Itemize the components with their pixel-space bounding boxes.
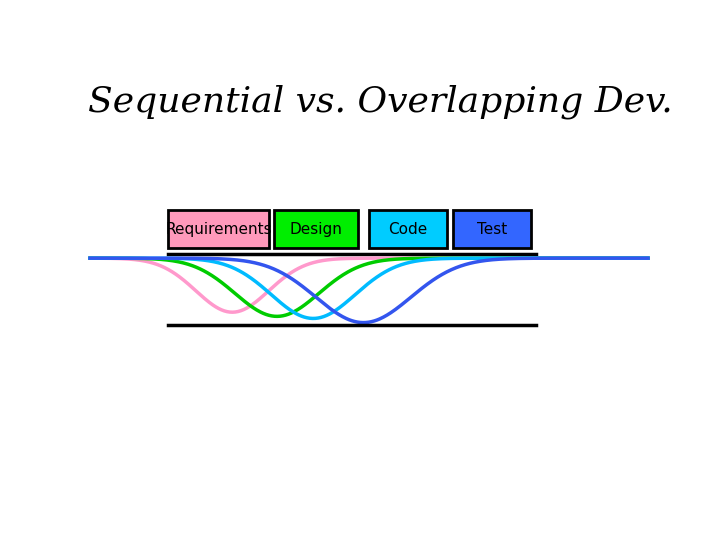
FancyBboxPatch shape (168, 210, 269, 248)
FancyBboxPatch shape (369, 210, 447, 248)
FancyBboxPatch shape (274, 210, 358, 248)
Text: Requirements: Requirements (165, 221, 271, 237)
Text: Sequential vs. Overlapping Dev.: Sequential vs. Overlapping Dev. (88, 85, 672, 119)
Text: Code: Code (388, 221, 428, 237)
Text: Test: Test (477, 221, 507, 237)
Text: Design: Design (289, 221, 343, 237)
FancyBboxPatch shape (453, 210, 531, 248)
